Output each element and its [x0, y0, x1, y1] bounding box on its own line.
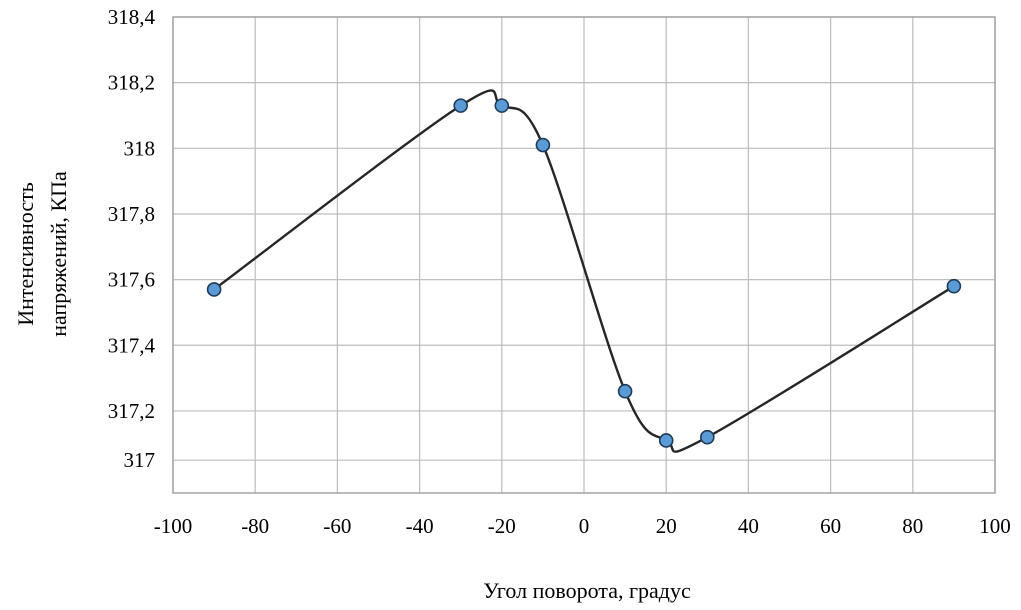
data-point: [658, 433, 674, 448]
y-tick-label: 318,2: [108, 71, 155, 95]
x-tick-label: -20: [488, 514, 516, 538]
x-tick-label: -80: [241, 514, 269, 538]
x-axis-title: Угол поворота, градус: [483, 578, 691, 603]
y-tick-label: 317: [124, 448, 156, 472]
y-tick-label: 317,8: [108, 202, 155, 226]
x-tick-label: 40: [738, 514, 759, 538]
data-point: [535, 137, 551, 153]
data-points: [206, 98, 962, 448]
grid: [172, 16, 996, 493]
data-point: [617, 383, 633, 399]
x-tick-label: 80: [902, 514, 923, 538]
x-tick-label: 60: [820, 514, 841, 538]
data-point: [494, 98, 510, 113]
y-axis-tick-labels: 317 317,2 317,4 317,6 317,8 318 318,2 318,4: [108, 5, 156, 472]
y-tick-label: 317,6: [108, 268, 155, 292]
y-axis-title-line-2: напряжений, КПа: [46, 171, 71, 337]
x-tick-label: -40: [406, 514, 434, 538]
x-axis-tick-labels: -100 -80 -60 -40 -20 0 20 40 60 80 100: [154, 514, 1011, 538]
data-point: [206, 282, 222, 297]
x-tick-label: 0: [579, 514, 590, 538]
x-tick-label: -100: [154, 514, 193, 538]
data-point: [453, 98, 469, 113]
plot-area: [172, 16, 996, 494]
y-tick-label: 318: [124, 136, 156, 160]
x-tick-label: 20: [656, 514, 677, 538]
y-axis-title-line-1: Интенсивность: [13, 182, 38, 325]
y-tick-label: 317,2: [108, 399, 155, 423]
data-point: [699, 429, 715, 445]
y-tick-label: 318,4: [108, 5, 156, 29]
x-tick-label: 100: [979, 514, 1011, 538]
data-point: [946, 278, 962, 294]
y-tick-label: 317,4: [108, 333, 156, 357]
series-line: [212, 89, 956, 453]
x-tick-label: -60: [323, 514, 351, 538]
